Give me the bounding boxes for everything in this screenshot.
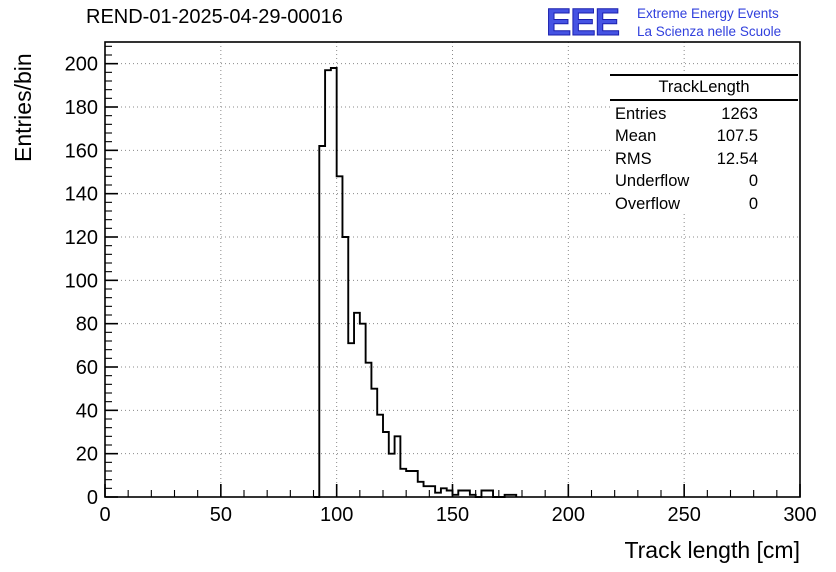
x-tick-label: 150 [436,504,469,526]
stats-label: Underflow [615,172,690,190]
y-tick-label: 200 [65,54,98,76]
x-tick-label: 250 [667,504,700,526]
y-tick-label: 160 [65,140,98,162]
y-tick-label: 140 [65,184,98,206]
eee-logo-caption: Extreme Energy Events La Scienza nelle S… [637,3,781,41]
stats-title: TrackLength [610,76,798,101]
x-tick-label: 100 [320,504,353,526]
x-axis-title: Track length [cm] [624,537,800,563]
x-tick-label: 0 [99,504,110,526]
stats-label: Mean [615,127,657,145]
stats-label: Entries [615,104,667,123]
y-axis-title: Entries/bin [10,53,36,162]
plot-title: REND-01-2025-04-29-00016 [86,6,343,28]
y-tick-label: 40 [76,400,98,422]
x-tick-label: 50 [210,504,232,526]
y-tick-label: 20 [76,444,98,466]
logo-line-1: Extreme Energy Events [637,6,779,21]
x-tick-label: 200 [552,504,585,526]
y-tick-label: 60 [76,357,98,379]
stats-row-mean: Mean 107.5 [610,124,798,147]
stats-box: TrackLength Entries 1263 Mean 107.5 RMS … [610,74,798,214]
stats-value: 0 [748,194,758,213]
stats-row-entries: Entries 1263 [610,101,798,124]
stats-label: RMS [615,149,652,168]
stats-value: 107.5 [716,127,758,145]
eee-logo-letters: EEE [546,3,621,43]
y-tick-label: 100 [65,270,98,292]
eee-logo: EEE Extreme Energy Events La Scienza nel… [545,3,782,43]
logo-line-2: La Scienza nelle Scuole [637,24,782,40]
stats-label: Overflow [615,194,681,213]
y-tick-label: 80 [76,314,98,336]
y-tick-label: 0 [87,487,98,509]
stats-value: 0 [748,172,758,190]
histogram-line [313,67,518,498]
y-tick-label: 180 [65,97,98,119]
y-tick-label: 120 [65,227,98,249]
x-tick-label: 300 [783,504,816,526]
eee-logo-text: EEE [546,3,619,43]
stats-value: 12.54 [716,149,758,168]
stats-row-rms: RMS 12.54 [610,146,798,169]
stats-row-overflow: Overflow 0 [610,191,798,214]
stats-row-underflow: Underflow 0 [610,169,798,192]
stats-value: 1263 [721,104,758,123]
